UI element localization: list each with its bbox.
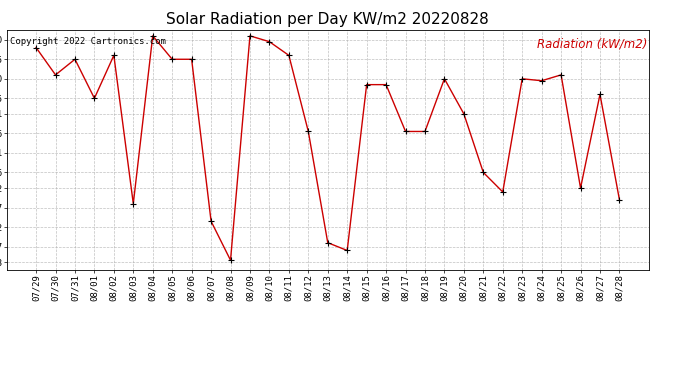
Text: Radiation (kW/m2): Radiation (kW/m2) bbox=[537, 37, 647, 50]
Title: Solar Radiation per Day KW/m2 20220828: Solar Radiation per Day KW/m2 20220828 bbox=[166, 12, 489, 27]
Text: Copyright 2022 Cartronics.com: Copyright 2022 Cartronics.com bbox=[10, 37, 166, 46]
